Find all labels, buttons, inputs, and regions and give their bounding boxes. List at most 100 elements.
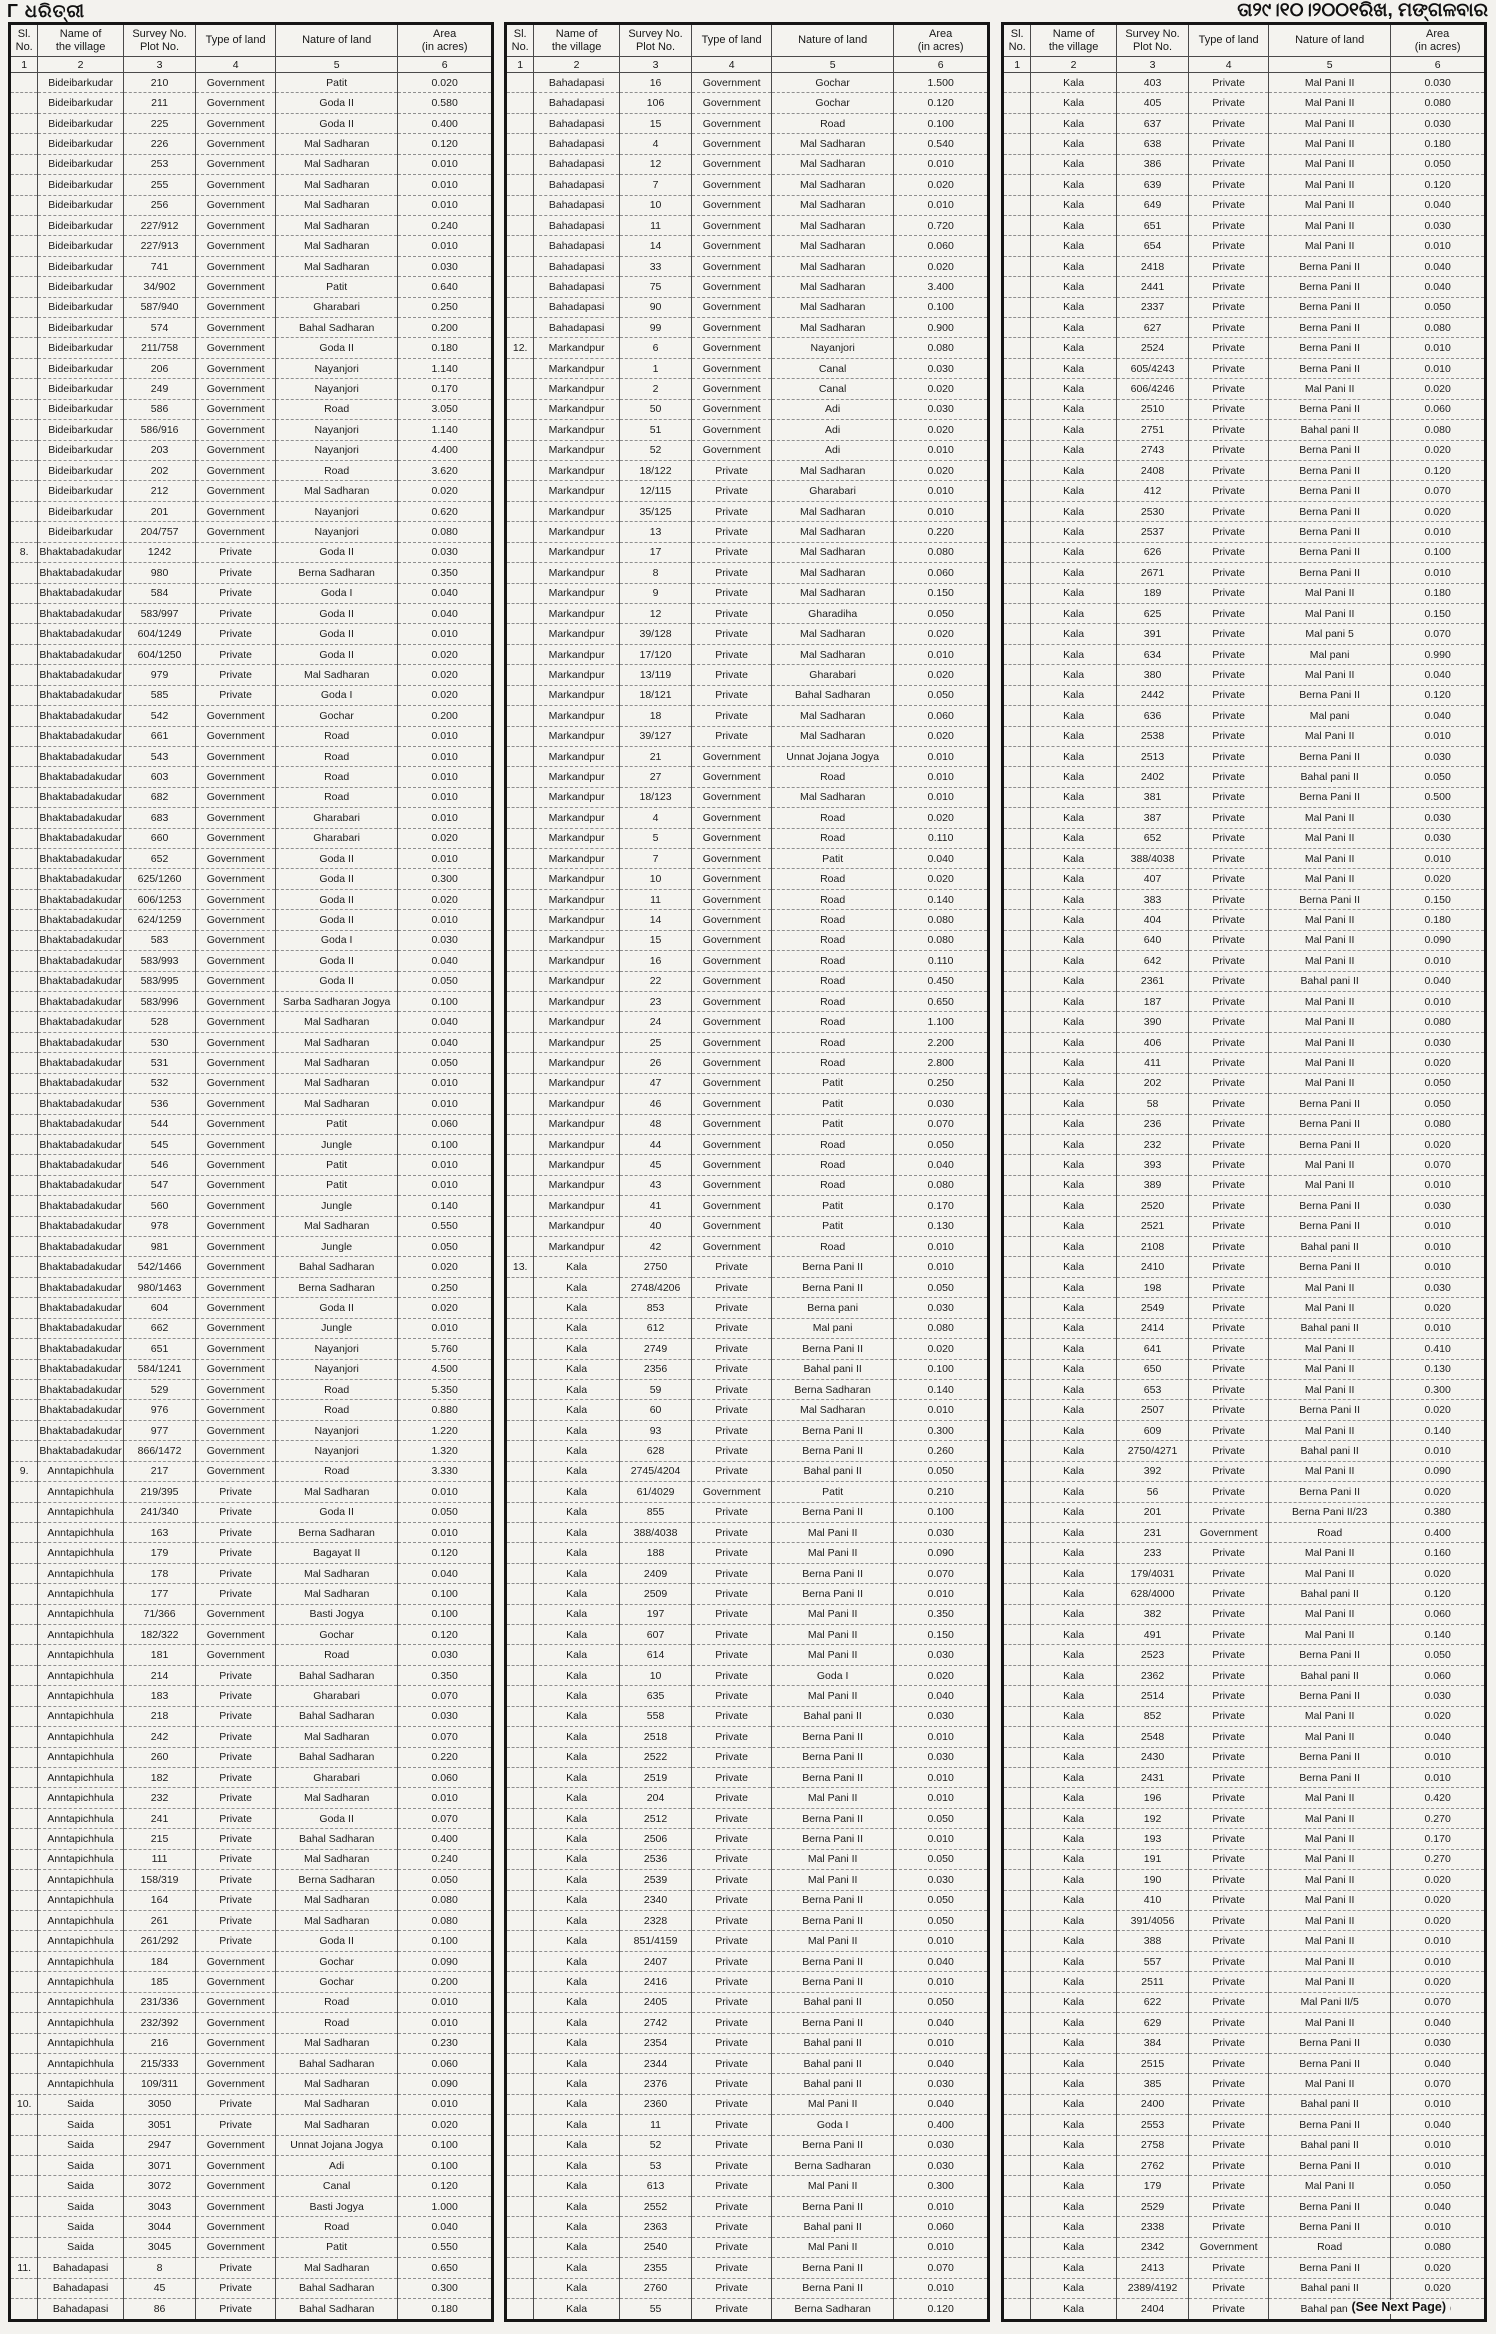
survey-plot-cell: 33	[618, 255, 692, 277]
survey-plot-cell: 980	[122, 562, 196, 584]
land-type-cell: Private	[1188, 909, 1269, 931]
village-cell: Kala	[533, 1440, 620, 1462]
area-cell: 0.010	[397, 1317, 491, 1339]
land-type-cell: Private	[1188, 1011, 1269, 1033]
survey-plot-cell: 201	[122, 500, 196, 522]
area-cell: 0.030	[893, 2073, 987, 2095]
village-cell: Bhaktabadakudar	[37, 1276, 124, 1298]
survey-plot-cell: 411	[1115, 1052, 1189, 1074]
survey-plot-cell: 3050	[122, 2093, 196, 2115]
land-type-cell: Private	[1188, 1378, 1269, 1400]
survey-plot-cell: 2536	[618, 1848, 692, 1870]
village-cell: Bhaktabadakudar	[37, 705, 124, 726]
survey-plot-cell: 855	[618, 1501, 692, 1523]
sl-no-cell	[507, 1889, 534, 1911]
survey-plot-cell: 614	[618, 1644, 692, 1666]
survey-plot-cell: 393	[1115, 1154, 1189, 1176]
village-cell: Markandpur	[533, 1236, 620, 1257]
village-cell: Kala	[1030, 1133, 1117, 1155]
area-cell: 0.030	[893, 1644, 987, 1666]
village-cell: Kala	[1030, 1154, 1117, 1176]
land-type-cell: Private	[1188, 2257, 1269, 2279]
table-row: Kala 11 Private Goda I 0.400	[507, 2114, 987, 2136]
land-type-cell: Private	[195, 1930, 276, 1952]
village-cell: Anntapichhula	[37, 1583, 124, 1605]
survey-plot-cell: 536	[122, 1093, 196, 1115]
land-type-cell: Government	[195, 2012, 276, 2033]
land-type-cell: Private	[1188, 1276, 1269, 1298]
village-cell: Markandpur	[533, 1113, 620, 1135]
area-cell: 0.040	[1390, 2195, 1484, 2217]
table-row: Markandpur 42 Government Road 0.010	[507, 1236, 987, 1257]
survey-plot-cell: 388/4038	[1115, 848, 1189, 869]
land-type-cell: Government	[691, 296, 772, 318]
land-nature-cell: Berna Pani II	[1267, 2155, 1391, 2176]
area-cell: 0.010	[1390, 337, 1484, 359]
area-cell: 0.100	[893, 112, 987, 134]
area-cell: 0.040	[397, 582, 491, 604]
area-cell: 0.020	[893, 868, 987, 890]
table-row: Bhaktabadakudar 625/1260 Government Goda II…	[11, 868, 491, 890]
land-type-cell: Private	[1188, 1093, 1269, 1115]
land-type-cell: Private	[195, 1746, 276, 1768]
table-row: Bahadapasi 4 Government Mal Sadharan 0.540	[507, 133, 987, 155]
sl-no-cell	[1004, 950, 1031, 972]
village-cell: Anntapichhula	[37, 1562, 124, 1584]
village-cell: Markandpur	[533, 888, 620, 910]
land-type-cell: Private	[1188, 1338, 1269, 1360]
land-nature-cell: Berna Sadharan	[770, 2155, 894, 2176]
survey-plot-cell: 11	[618, 888, 692, 910]
land-nature-cell: Mal Pani II	[1267, 378, 1391, 400]
village-cell: Kala	[533, 2175, 620, 2197]
area-cell: 0.400	[893, 2114, 987, 2136]
village-cell: Kala	[1030, 1011, 1117, 1033]
land-type-cell: Private	[691, 1909, 772, 1931]
village-cell: Anntapichhula	[37, 2052, 124, 2074]
table-row: Kala 404 Private Mal Pani II 0.180	[1004, 909, 1484, 931]
area-cell: 0.020	[1390, 1399, 1484, 1421]
land-type-cell: Private	[1188, 153, 1269, 175]
sl-no-cell	[507, 1154, 534, 1176]
table-row: Bideibarkudar 206 Government Nayanjori 1.140	[11, 357, 491, 379]
survey-plot-cell: 2356	[618, 1358, 692, 1380]
survey-plot-cell: 10	[618, 1664, 692, 1686]
column-header-1: Sl. No.	[507, 25, 534, 57]
survey-plot-cell: 380	[1115, 664, 1189, 686]
land-type-cell: Private	[691, 1787, 772, 1809]
village-cell: Bahadapasi	[533, 296, 620, 318]
survey-plot-cell: 583/995	[122, 970, 196, 992]
survey-plot-cell: 16	[618, 950, 692, 972]
village-cell: Markandpur	[533, 848, 620, 869]
land-type-cell: Government	[691, 1072, 772, 1094]
survey-plot-cell: 382	[1115, 1603, 1189, 1625]
village-cell: Kala	[1030, 72, 1117, 93]
land-nature-cell: Mal pani	[1267, 705, 1391, 726]
village-cell: Anntapichhula	[37, 1664, 124, 1686]
area-cell: 3.050	[397, 398, 491, 420]
land-type-cell: Private	[691, 541, 772, 563]
survey-plot-cell: 403	[1115, 72, 1189, 93]
land-type-cell: Private	[1188, 1399, 1269, 1421]
survey-plot-cell: 381	[1115, 786, 1189, 808]
sl-no-cell	[507, 1133, 534, 1155]
survey-plot-cell: 5	[618, 827, 692, 849]
land-type-cell: Private	[1188, 888, 1269, 910]
survey-plot-cell: 185	[122, 1971, 196, 1993]
land-type-cell: Government	[195, 1011, 276, 1033]
land-nature-cell: Berna Pani II	[1267, 1215, 1391, 1237]
sl-no-cell	[507, 2073, 534, 2095]
column-number: 2	[1030, 56, 1117, 73]
land-nature-cell: Mal Pani II	[1267, 1726, 1391, 1748]
land-type-cell: Private	[691, 1276, 772, 1298]
village-cell: Kala	[1030, 888, 1117, 910]
area-cell: 0.010	[397, 1174, 491, 1196]
land-nature-cell: Patit	[770, 848, 894, 869]
land-type-cell: Private	[1188, 1787, 1269, 1809]
area-cell: 0.010	[1390, 521, 1484, 543]
survey-plot-cell: 2748/4206	[618, 1276, 692, 1298]
sl-no-cell	[507, 2155, 534, 2176]
sl-no-cell	[1004, 2175, 1031, 2197]
village-cell: Kala	[533, 2012, 620, 2033]
area-cell: 0.010	[893, 2236, 987, 2258]
sl-no-cell	[507, 133, 534, 155]
